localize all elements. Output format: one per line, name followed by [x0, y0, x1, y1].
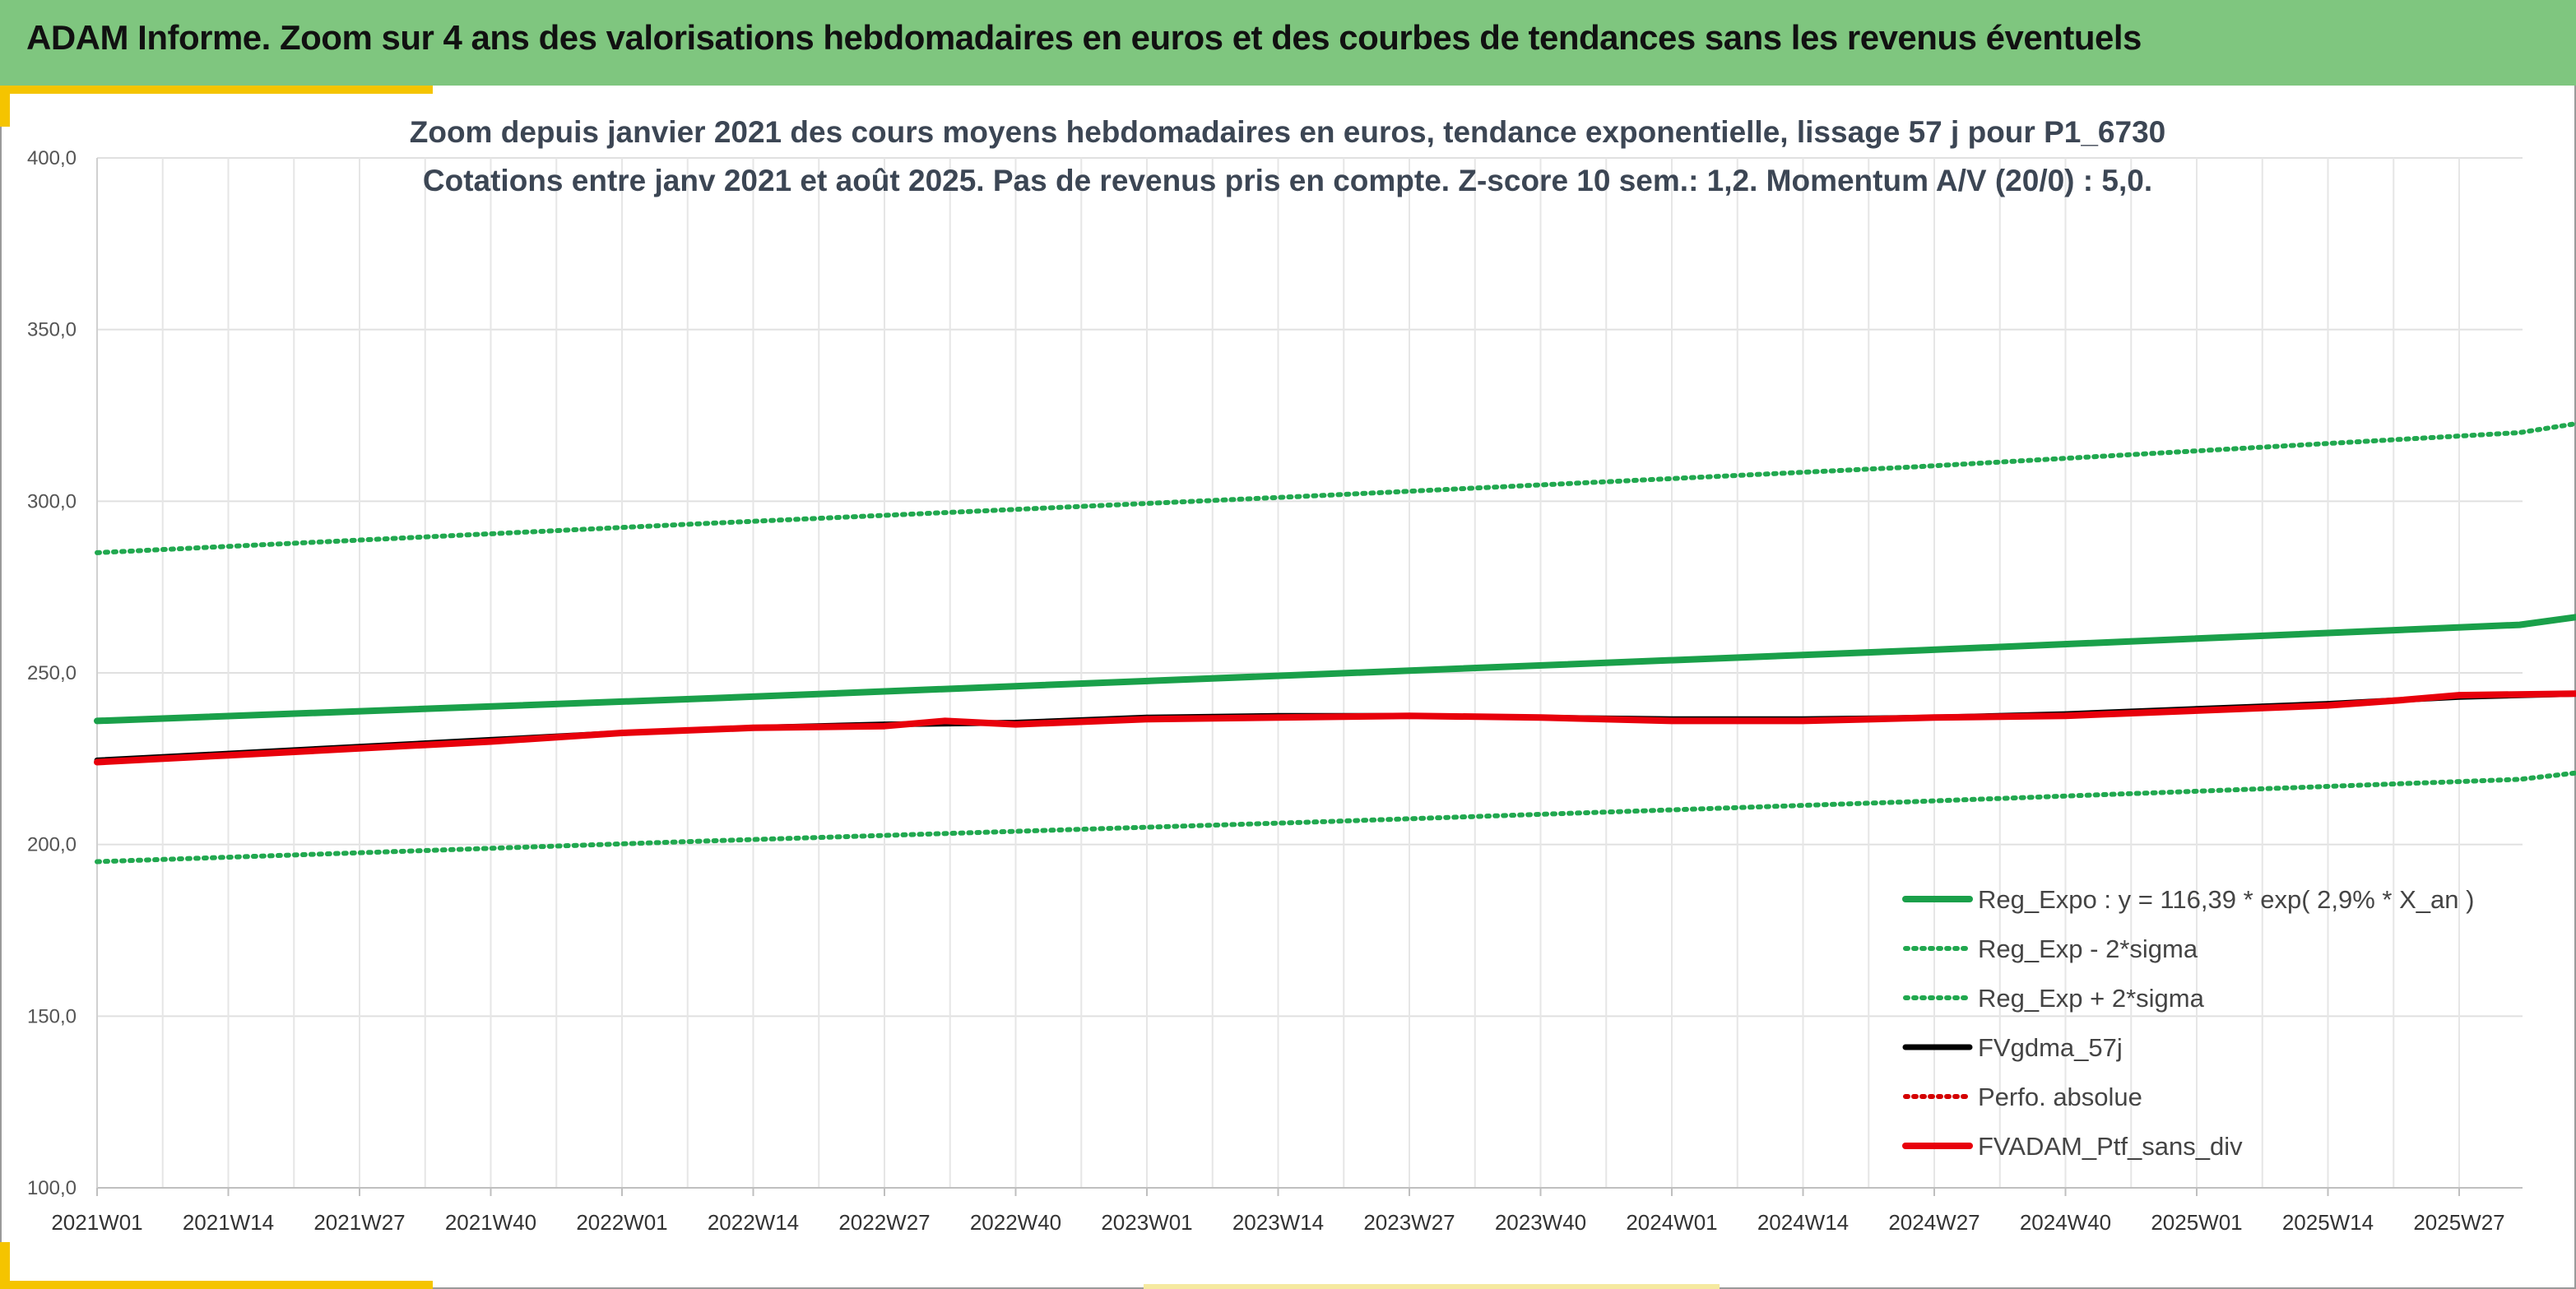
x-tick-label: 2022W14	[708, 1210, 799, 1235]
legend-label: FVgdma_57j	[1978, 1033, 2123, 1062]
header-bar: ADAM Informe. Zoom sur 4 ans des valoris…	[0, 0, 2576, 86]
accent-stripe-top	[0, 86, 433, 94]
chart-title-line-1: Zoom depuis janvier 2021 des cours moyen…	[410, 115, 2165, 149]
x-tick-label: 2021W01	[51, 1210, 142, 1235]
series-line-1	[95, 770, 2576, 865]
series-line-0	[94, 614, 2576, 725]
x-tick-label: 2025W14	[2282, 1210, 2374, 1235]
x-tick-label: 2024W27	[1888, 1210, 1980, 1235]
y-tick-label: 100,0	[27, 1177, 77, 1199]
x-tick-label: 2023W01	[1101, 1210, 1192, 1235]
y-tick-label: 150,0	[27, 1005, 77, 1027]
accent-stripe-bottom-mid	[1144, 1284, 1720, 1289]
x-tick-label: 2024W14	[1757, 1210, 1849, 1235]
series-line-2	[95, 421, 2576, 555]
x-tick-label: 2021W14	[183, 1210, 274, 1235]
x-tick-label: 2021W27	[313, 1210, 405, 1235]
axis-ticks: 400,0 350,0 300,0 250,0 200,0 150,0 100,0 2021W…	[27, 147, 2505, 1235]
accent-stripe-left-top	[0, 86, 10, 127]
legend-label: Reg_Exp + 2*sigma	[1978, 984, 2205, 1013]
y-tick-label: 350,0	[27, 319, 77, 341]
x-tick-label: 2024W40	[2020, 1210, 2111, 1235]
series-line-3	[94, 690, 2576, 763]
x-tick-label: 2023W40	[1495, 1210, 1586, 1235]
y-tick-label: 400,0	[27, 147, 77, 169]
y-tick-label: 250,0	[27, 662, 77, 684]
accent-stripe-left-bottom	[0, 1242, 10, 1289]
x-tick-label: 2025W01	[2151, 1210, 2242, 1235]
x-tick-label: 2021W40	[445, 1210, 536, 1235]
legend-label: Reg_Exp - 2*sigma	[1978, 934, 2198, 963]
y-tick-label: 200,0	[27, 834, 77, 856]
series-line-5	[94, 690, 2576, 766]
y-tick-label: 300,0	[27, 490, 77, 512]
legend-label: Perfo. absolue	[1978, 1083, 2142, 1111]
legend-label: Reg_Expo : y = 116,39 * exp( 2,9% * X_an…	[1978, 885, 2474, 914]
x-tick-label: 2022W27	[838, 1210, 930, 1235]
accent-stripe-bottom	[0, 1281, 433, 1289]
series-lines	[94, 421, 2576, 865]
x-tick-label: 2022W40	[970, 1210, 1061, 1235]
legend: Reg_Expo : y = 116,39 * exp( 2,9% * X_an…	[1902, 885, 2474, 1161]
page-title: ADAM Informe. Zoom sur 4 ans des valoris…	[26, 18, 2142, 57]
legend-label: FVADAM_Ptf_sans_div	[1978, 1132, 2243, 1161]
x-tick-label: 2023W14	[1232, 1210, 1324, 1235]
x-tick-label: 2023W27	[1363, 1210, 1455, 1235]
x-tick-label: 2025W27	[2413, 1210, 2504, 1235]
x-tick-label: 2024W01	[1626, 1210, 1717, 1235]
chart-title-line-2: Cotations entre janv 2021 et août 2025. …	[423, 164, 2152, 197]
x-tick-label: 2022W01	[576, 1210, 667, 1235]
